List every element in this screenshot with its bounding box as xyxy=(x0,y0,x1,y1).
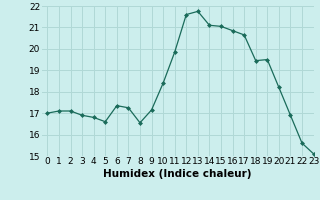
X-axis label: Humidex (Indice chaleur): Humidex (Indice chaleur) xyxy=(103,169,252,179)
